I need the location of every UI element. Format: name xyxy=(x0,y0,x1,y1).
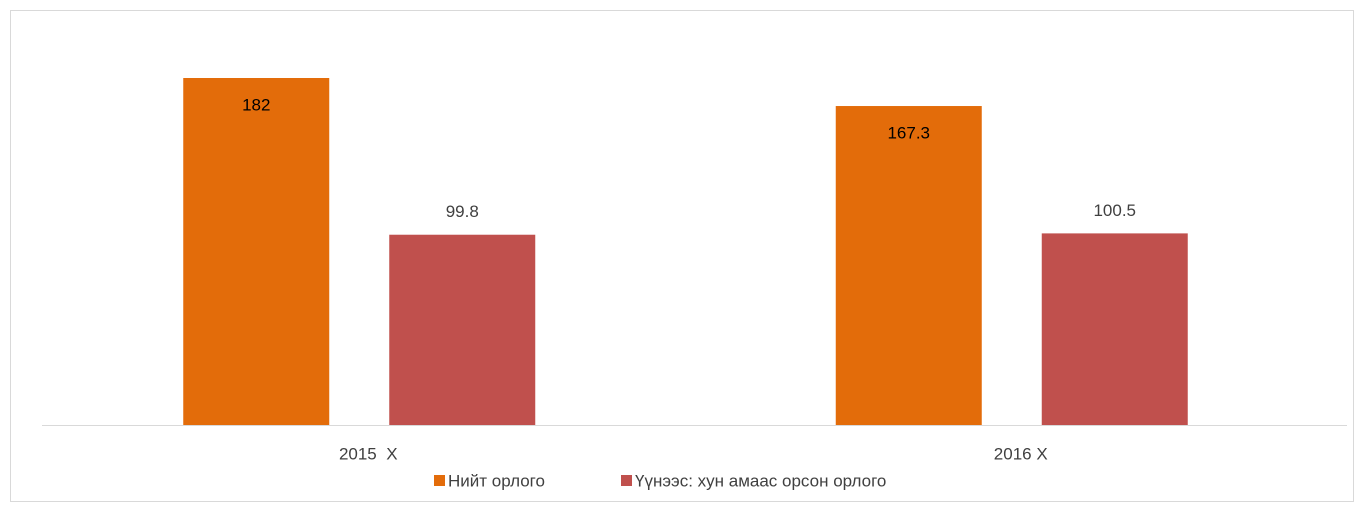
bar xyxy=(389,234,536,425)
legend-label: Үүнээс: хун амаас орсон орлого xyxy=(635,471,886,490)
bar xyxy=(183,78,330,425)
legend-swatch xyxy=(434,475,445,486)
x-tick-label: 2015 Х xyxy=(339,444,398,463)
data-label: 182 xyxy=(242,95,270,114)
legend-swatch xyxy=(621,475,632,486)
legend-label: Нийт орлого xyxy=(448,471,545,490)
data-label: 99.8 xyxy=(446,202,479,221)
data-label: 167.3 xyxy=(887,124,930,143)
data-label: 100.5 xyxy=(1093,201,1136,220)
bar xyxy=(835,106,982,426)
bar xyxy=(1041,233,1188,425)
x-tick-label: 2016 Х xyxy=(994,444,1048,463)
